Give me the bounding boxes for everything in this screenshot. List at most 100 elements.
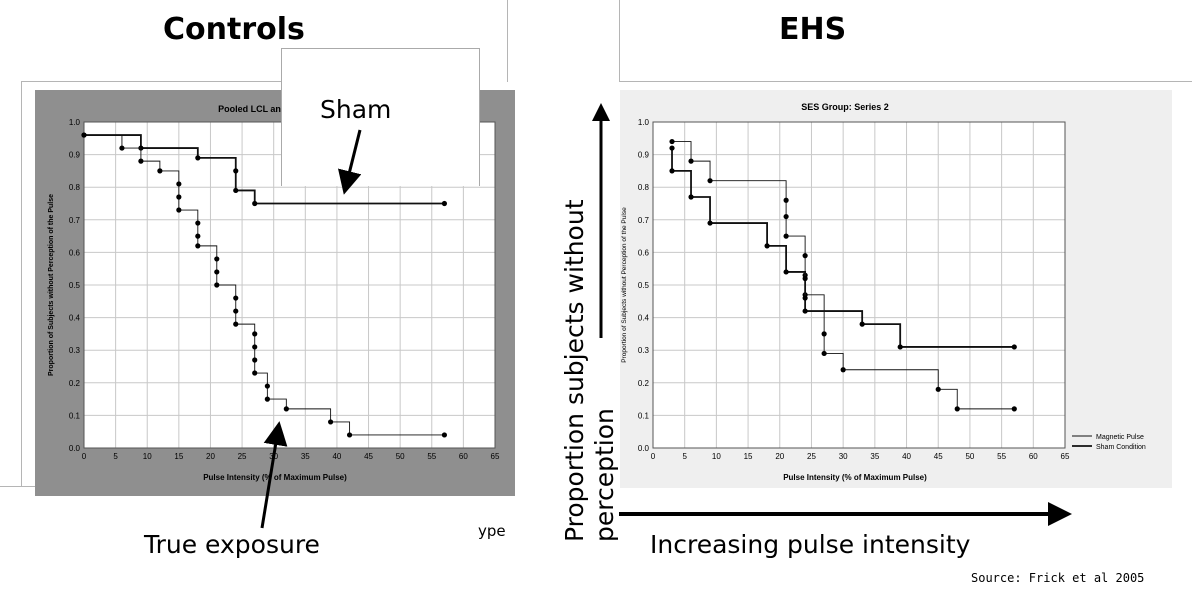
chart-left-series-1-point bbox=[252, 357, 258, 363]
chart-right-xtick-label: 5 bbox=[682, 452, 687, 461]
controls-title: Controls bbox=[163, 12, 305, 47]
chart-right-ytick-label: 0.9 bbox=[638, 151, 650, 160]
chart-right-series-1-point bbox=[802, 275, 808, 282]
true-exposure-label: True exposure bbox=[144, 530, 320, 559]
divider-line-left bbox=[507, 0, 508, 82]
chart-left-series-1-point bbox=[195, 233, 201, 239]
chart-left-series-1-point bbox=[214, 269, 220, 275]
chart-right-xtick-label: 10 bbox=[712, 452, 721, 461]
chart-left-ytick-label: 0.1 bbox=[69, 411, 81, 420]
chart-left-series-0-line bbox=[84, 134, 445, 205]
chart-left-series-0-point bbox=[441, 200, 448, 207]
chart-right-ytick-label: 0.5 bbox=[638, 281, 650, 290]
chart-right-series-0-point bbox=[688, 158, 694, 164]
chart-left-ytick-label: 0.2 bbox=[69, 379, 81, 388]
chart-left-series-1-point bbox=[81, 132, 87, 138]
chart-right-series-1-point bbox=[859, 321, 865, 327]
chart-right-series-1-point bbox=[707, 220, 713, 226]
chart-right-plot-frame bbox=[652, 121, 1066, 449]
chart-left-series-1-point bbox=[346, 432, 353, 438]
chart-right-xtick-label: 25 bbox=[807, 452, 816, 461]
chart-left-series-1-point bbox=[214, 282, 220, 288]
chart-left-ytick-label: 0.6 bbox=[69, 248, 81, 257]
chart-left-series-1-point bbox=[138, 158, 144, 164]
chart-right-series-1-point bbox=[764, 243, 770, 249]
legend-label-0: Magnetic Pulse bbox=[1096, 434, 1144, 441]
chart-left-xtick-label: 15 bbox=[174, 452, 183, 461]
chart-left-xtick-label: 45 bbox=[364, 452, 373, 461]
chart-left-ytick-label: 0.3 bbox=[69, 346, 81, 355]
sham-callout-box bbox=[281, 48, 480, 186]
chart-left-xtick-label: 25 bbox=[238, 452, 247, 461]
chart-left-ytick-label: 0.5 bbox=[69, 281, 81, 290]
chart-left-title: Pooled LCL and HC bbox=[218, 104, 302, 114]
chart-right-series-1-point bbox=[802, 308, 808, 314]
sham-arrow bbox=[337, 129, 362, 195]
divider-line-right bbox=[619, 0, 620, 82]
frame-line-left-bottom bbox=[0, 486, 35, 487]
chart-left-xtick-label: 55 bbox=[427, 452, 436, 461]
ehs-survival-chart: SES Group: Series 2 0 5 10 15 20 25 30 35 40 45 50… bbox=[620, 90, 1172, 488]
chart-right-series-1-point bbox=[1011, 344, 1017, 350]
chart-left-xlabel: Pulse Intensity (% of Maximum Pulse) bbox=[203, 473, 347, 482]
chart-right-series-0-point bbox=[707, 178, 713, 184]
chart-left-xtick-label: 50 bbox=[396, 452, 405, 461]
chart-right-xtick-label: 35 bbox=[870, 452, 879, 461]
chart-right-xtick-label: 45 bbox=[934, 452, 943, 461]
true-exposure-arrow bbox=[260, 421, 288, 529]
chart-right-ytick-label: 0.0 bbox=[638, 444, 650, 453]
sham-label: Sham bbox=[320, 95, 392, 124]
chart-left-series-0-point bbox=[195, 155, 201, 161]
chart-right-series-0-point bbox=[1011, 406, 1017, 412]
chart-right-xtick-label: 55 bbox=[997, 452, 1006, 461]
chart-left-series-0-point bbox=[233, 187, 239, 194]
chart-left-series-1-line bbox=[84, 134, 445, 436]
chart-right-xtick-label: 0 bbox=[651, 452, 656, 461]
chart-right-ytick-label: 0.1 bbox=[638, 411, 650, 420]
cut-off-text: ype bbox=[478, 522, 506, 540]
chart-right-ytick-label: 0.4 bbox=[638, 314, 650, 323]
chart-left-series-0-point bbox=[233, 168, 239, 174]
chart-left-series-1-point bbox=[157, 168, 163, 174]
chart-left-ytick-label: 0.4 bbox=[69, 314, 81, 323]
chart-left-series-1-point bbox=[283, 406, 289, 412]
chart-right-series-1-point bbox=[897, 344, 903, 350]
chart-left-series-1-point bbox=[176, 181, 182, 187]
chart-left-series-1-point bbox=[195, 243, 201, 249]
chart-right-series-0-point bbox=[783, 197, 789, 203]
chart-right-series-0-point bbox=[783, 213, 789, 220]
chart-right-series-1-point bbox=[688, 194, 694, 200]
chart-right-ytick-label: 0.3 bbox=[638, 346, 650, 355]
chart-left-ytick-label: 0.7 bbox=[69, 216, 81, 225]
chart-right-ytick-label: 0.8 bbox=[638, 183, 650, 192]
chart-right-series-0-point bbox=[783, 233, 789, 239]
chart-left-series-1-point bbox=[252, 344, 258, 350]
chart-right-series-1-point bbox=[802, 295, 808, 301]
chart-left-ytick-label: 0.9 bbox=[69, 151, 81, 160]
chart-left-xtick-label: 10 bbox=[143, 452, 152, 461]
chart-right-xtick-label: 15 bbox=[744, 452, 753, 461]
frame-line-right bbox=[619, 81, 1192, 82]
chart-left-ytick-label: 0.0 bbox=[69, 444, 81, 453]
chart-right-series-0-point bbox=[954, 406, 960, 412]
chart-left-series-1-point bbox=[252, 331, 258, 337]
chart-right-xtick-label: 30 bbox=[839, 452, 848, 461]
chart-left-series-1-point bbox=[264, 383, 270, 389]
chart-right-series-0-point bbox=[821, 350, 827, 357]
x-axis-arrow-label: Increasing pulse intensity bbox=[650, 530, 971, 559]
chart-left-xtick-label: 40 bbox=[332, 452, 341, 461]
chart-left-series-1-point bbox=[176, 207, 182, 213]
chart-left-series-1-point bbox=[176, 194, 182, 200]
chart-left-ytick-label: 0.8 bbox=[69, 183, 81, 192]
chart-left-xtick-label: 60 bbox=[459, 452, 468, 461]
chart-right-series-0-point bbox=[821, 331, 827, 337]
chart-left-series-1-point bbox=[195, 220, 201, 226]
chart-left-xtick-label: 20 bbox=[206, 452, 215, 461]
chart-right-xtick-label: 50 bbox=[965, 452, 974, 461]
chart-right-xtick-label: 20 bbox=[775, 452, 784, 461]
chart-right-xtick-label: 40 bbox=[902, 452, 911, 461]
chart-right-ytick-label: 0.2 bbox=[638, 379, 650, 388]
chart-right-series-1-point bbox=[669, 145, 675, 151]
chart-left-series-0-point bbox=[252, 200, 258, 207]
